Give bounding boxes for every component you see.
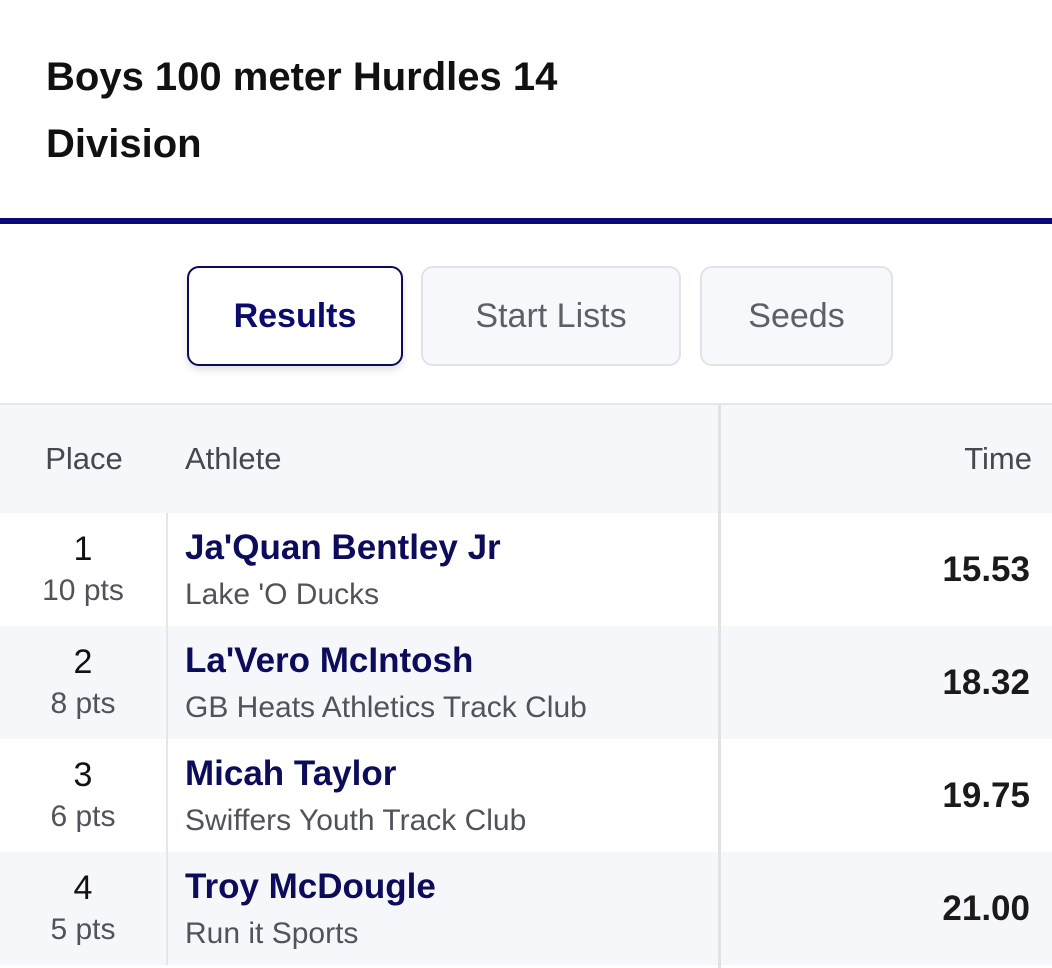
place-number: 1 xyxy=(73,530,93,568)
athlete-team: Lake 'O Ducks xyxy=(185,578,380,611)
result-tabs: Results Start Lists Seeds xyxy=(0,266,1052,366)
column-header-athlete: Athlete xyxy=(185,441,282,476)
result-time: 21.00 xyxy=(942,889,1030,928)
place-cell: 3 6 pts xyxy=(0,739,168,852)
athlete-team: Swiffers Youth Track Club xyxy=(185,804,527,837)
results-table: Place Athlete Time 1 10 pts Ja'Quan Bent… xyxy=(0,403,1052,968)
place-cell: 2 8 pts xyxy=(0,626,168,739)
place-number: 2 xyxy=(73,643,93,681)
athlete-name-link[interactable]: Ja'Quan Bentley Jr xyxy=(185,528,501,567)
column-header-place: Place xyxy=(45,441,123,476)
event-header: Boys 100 meter Hurdles 14 Division xyxy=(0,0,1052,224)
tab-start-lists[interactable]: Start Lists xyxy=(421,266,681,366)
table-row: 3 6 pts Micah Taylor Swiffers Youth Trac… xyxy=(0,739,1052,852)
place-points: 8 pts xyxy=(50,687,116,720)
place-cell: 4 5 pts xyxy=(0,852,168,965)
event-title: Boys 100 meter Hurdles 14 Division xyxy=(46,55,558,166)
column-divider xyxy=(718,405,721,968)
result-time: 15.53 xyxy=(942,550,1030,589)
athlete-team: GB Heats Athletics Track Club xyxy=(185,691,587,724)
table-row: 4 5 pts Troy McDougle Run it Sports 21.0… xyxy=(0,852,1052,965)
tab-seeds[interactable]: Seeds xyxy=(700,266,893,366)
place-points: 5 pts xyxy=(50,913,116,946)
tab-results[interactable]: Results xyxy=(187,266,403,366)
results-table-header: Place Athlete Time xyxy=(0,405,1052,513)
place-points: 6 pts xyxy=(50,800,116,833)
table-row: 1 10 pts Ja'Quan Bentley Jr Lake 'O Duck… xyxy=(0,513,1052,626)
athlete-name-link[interactable]: Micah Taylor xyxy=(185,754,397,793)
place-cell: 1 10 pts xyxy=(0,513,168,626)
place-number: 3 xyxy=(73,756,93,794)
athlete-name-link[interactable]: La'Vero McIntosh xyxy=(185,641,474,680)
results-rows: 1 10 pts Ja'Quan Bentley Jr Lake 'O Duck… xyxy=(0,513,1052,965)
place-points: 10 pts xyxy=(42,574,124,607)
result-time: 18.32 xyxy=(942,663,1030,702)
athlete-name-link[interactable]: Troy McDougle xyxy=(185,867,436,906)
column-header-time: Time xyxy=(964,441,1032,476)
table-row: 2 8 pts La'Vero McIntosh GB Heats Athlet… xyxy=(0,626,1052,739)
place-number: 4 xyxy=(73,869,93,907)
athlete-team: Run it Sports xyxy=(185,917,359,950)
result-time: 19.75 xyxy=(942,776,1030,815)
